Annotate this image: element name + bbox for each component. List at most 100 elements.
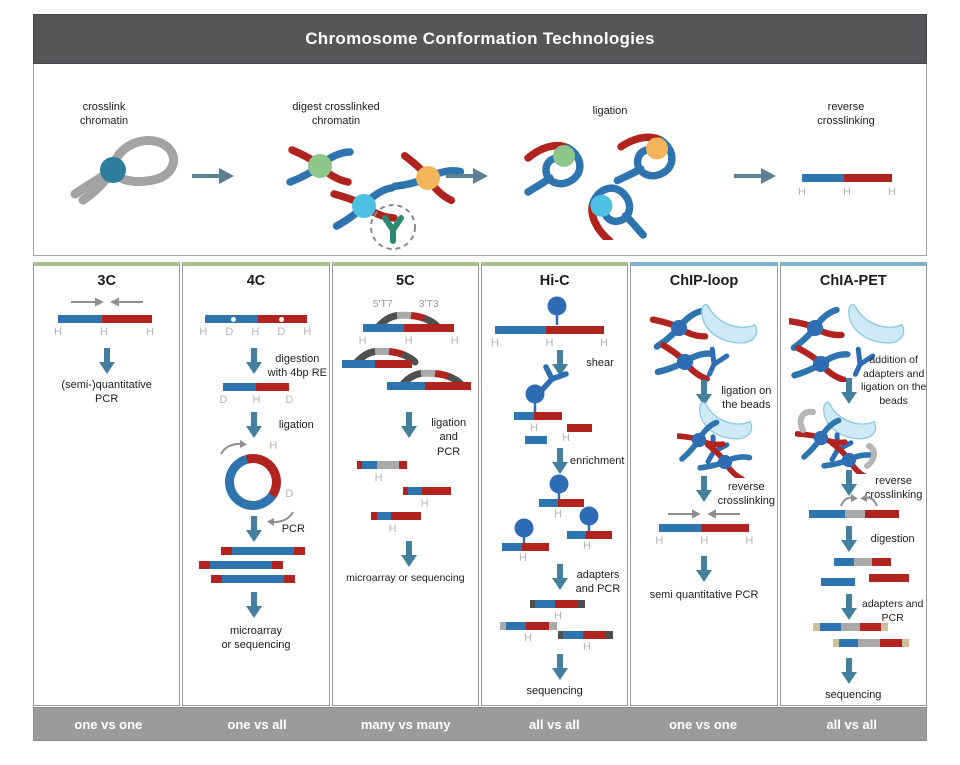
- column-title: ChIP-loop: [669, 273, 739, 289]
- biotin-mark-icon: [513, 518, 535, 546]
- comparison-5c: many vs many: [360, 716, 451, 732]
- h-label: H: [269, 440, 278, 452]
- h-label: H: [553, 610, 562, 622]
- step-label: digestion with 4bp RE: [267, 353, 327, 380]
- flow-arrow-icon: [192, 168, 234, 184]
- step-label: PCR: [281, 523, 305, 535]
- circularized-dna-icon: [225, 454, 282, 510]
- comparison-hic: all vs all: [529, 716, 580, 732]
- column-3c: 3C H H H (semi-)quantitative PCR: [33, 262, 181, 706]
- h-label: H: [745, 535, 754, 547]
- column-title: 3C: [97, 273, 116, 289]
- h-label: H: [374, 472, 383, 484]
- dna-bar: [362, 324, 454, 332]
- pet-construct-bar: [812, 623, 888, 631]
- step-label: ligation and PCR: [431, 417, 467, 458]
- restriction-labels: H H H: [798, 186, 896, 198]
- step-label: ligation: [278, 419, 314, 431]
- h-label: H: [582, 540, 591, 552]
- dna-bar: [659, 524, 750, 532]
- dna-bar: [802, 174, 892, 182]
- restriction-labels: H H H: [491, 337, 608, 349]
- restriction-labels: H D H D H: [199, 326, 311, 338]
- step-label: reverse crosslinking: [864, 475, 923, 502]
- restriction-labels: H H H: [655, 535, 753, 547]
- streptavidin-y-icon: [539, 364, 569, 392]
- step-label: ligation on the beads: [721, 385, 772, 412]
- restriction-site-dot: [231, 316, 237, 322]
- h-label: H: [700, 535, 709, 547]
- workflow-overview: crosslink chromatin digest crosslinked c…: [33, 64, 927, 256]
- primer-arrows-icon: [667, 508, 742, 520]
- step-label: shear: [586, 357, 614, 369]
- h-label: H: [582, 641, 591, 653]
- down-arrow-icon: [245, 592, 262, 618]
- flow-arrow-icon: [446, 168, 488, 184]
- h-label: H: [388, 523, 397, 535]
- h-label: H: [655, 535, 664, 547]
- down-arrow-icon: [401, 541, 418, 567]
- column-title: 5C: [396, 273, 415, 289]
- ligated-loops-icon: [512, 122, 707, 240]
- comparison-chip: one vs one: [669, 716, 737, 732]
- dna-bar: [205, 315, 308, 323]
- adapter-ligated-bar: [499, 622, 557, 630]
- step-label: adapters and PCR: [861, 598, 924, 624]
- restriction-labels: H H H: [359, 335, 459, 347]
- step-label: microarray or sequencing: [221, 625, 291, 652]
- h-label: H: [303, 326, 312, 338]
- curved-arrows-icon: [839, 494, 878, 507]
- chromatin-loop-icon: [70, 135, 178, 205]
- t7-label: 5'T7: [372, 298, 393, 310]
- method-columns: 3C H H H (semi-)quantitative PCR 4C H: [33, 262, 927, 706]
- step-label-reverse: reverse crosslinking: [817, 101, 875, 128]
- down-arrow-icon: [695, 556, 712, 582]
- h-label: H: [100, 326, 108, 338]
- pet-construct-bar: [832, 639, 909, 647]
- restriction-labels: H H H: [54, 326, 154, 338]
- h-label: H: [888, 186, 896, 198]
- dna-bar: [494, 326, 604, 334]
- restriction-site-dot: [279, 316, 285, 322]
- h-label: H: [252, 394, 261, 406]
- h-label: H: [545, 337, 554, 349]
- digested-chromatin-icon: [256, 126, 471, 250]
- step-label: addition of adapters and ligation on the…: [860, 354, 927, 407]
- diagram-frame: Chromosome Conformation Technologies cro…: [33, 14, 927, 741]
- comparison-chia: all vs all: [826, 716, 877, 732]
- step-label: sequencing: [526, 685, 583, 697]
- ligation-product-bar: [356, 461, 407, 469]
- curved-arrow-icon: [220, 440, 248, 455]
- dna-fragment-bar: [524, 436, 547, 444]
- step-label: microarray or sequencing: [346, 572, 465, 584]
- down-arrow-icon: [841, 526, 858, 552]
- h-label: H: [600, 337, 608, 349]
- d-label: D: [285, 394, 294, 406]
- down-arrow-icon: [245, 348, 262, 374]
- down-arrow-icon: [245, 516, 262, 542]
- down-arrow-icon: [552, 654, 569, 680]
- title-bar: Chromosome Conformation Technologies: [33, 14, 927, 64]
- dna-fragment-bar: [501, 543, 549, 551]
- step-label: sequencing: [825, 689, 882, 701]
- d-label: D: [285, 488, 294, 500]
- column-title: Hi-C: [539, 273, 570, 289]
- pcr-product-bar: [221, 547, 306, 555]
- h-label: H: [54, 326, 62, 338]
- h-label: H: [529, 422, 538, 434]
- column-hic: Hi-C H H H shear H H enrich: [480, 262, 629, 706]
- restriction-labels: D H D: [219, 394, 293, 406]
- step-label-crosslink: crosslink chromatin: [79, 101, 129, 128]
- adapter-ligated-bar: [557, 631, 613, 639]
- pcr-product-bar: [211, 575, 296, 583]
- down-arrow-icon: [695, 476, 712, 502]
- column-chia-pet: ChIA-PET addition of adapters and ligati…: [779, 262, 927, 706]
- curved-arrow-icon: [267, 511, 295, 526]
- down-arrow-icon: [841, 470, 858, 496]
- step-label: adapters and PCR: [575, 569, 621, 596]
- h-label: H: [450, 335, 459, 347]
- dna-fragment-bar: [538, 499, 584, 507]
- page-title: Chromosome Conformation Technologies: [305, 29, 655, 48]
- h-label: H: [199, 326, 208, 338]
- h-label: H: [420, 498, 429, 510]
